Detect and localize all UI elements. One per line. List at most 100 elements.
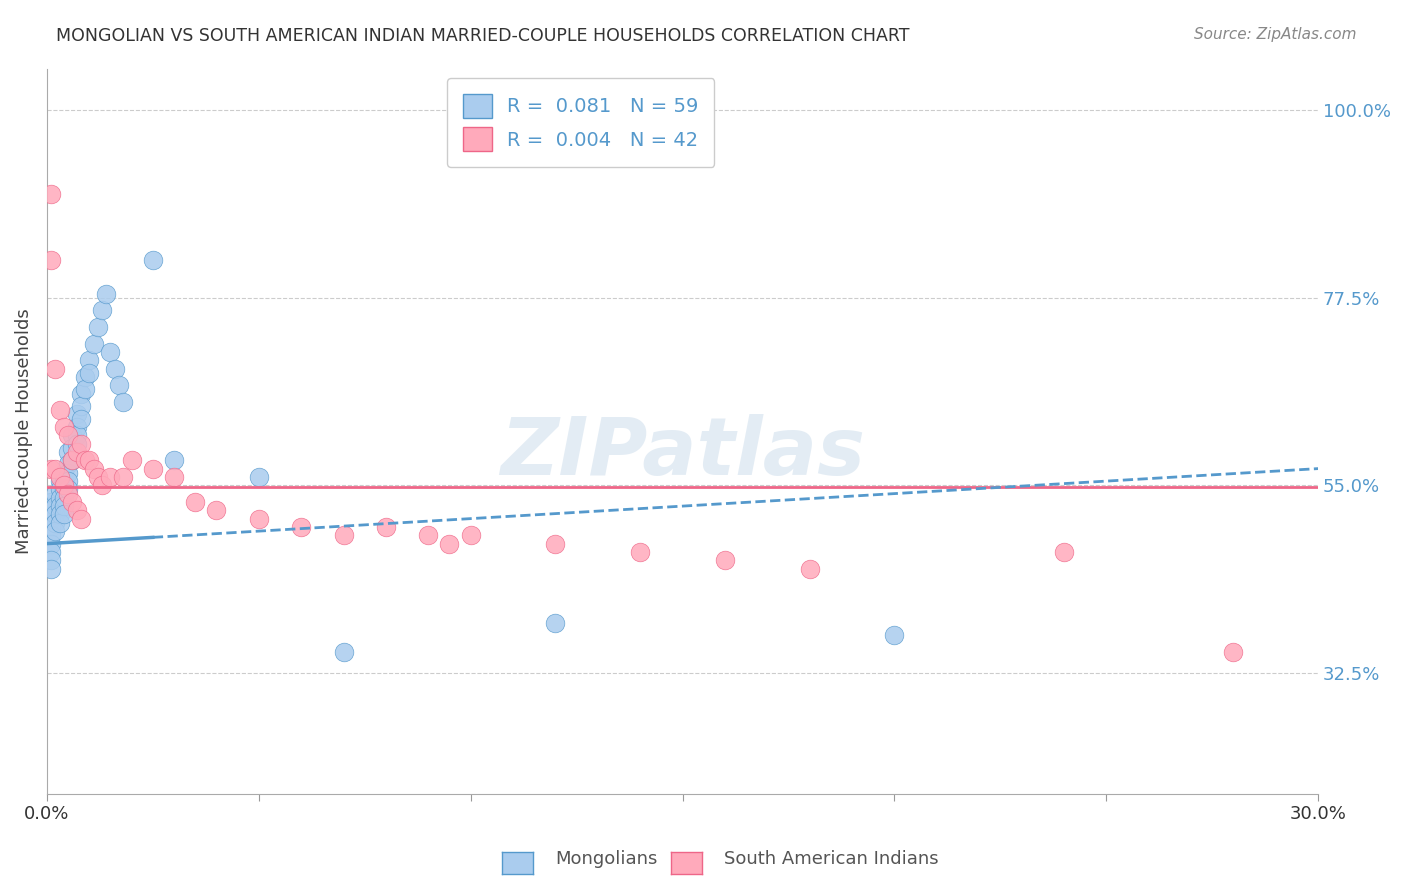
Point (100, 345, 122, 359)
Point (52, 474, 75, 488)
Point (56, 428, 79, 442)
Point (247, 511, 270, 525)
Point (48, 483, 70, 497)
Point (69, 399, 91, 413)
Point (91, 303, 114, 318)
Point (56, 474, 79, 488)
Point (48, 516, 70, 530)
Point (48, 403, 70, 417)
Point (112, 470, 135, 484)
Point (65, 436, 87, 450)
Text: Mongolians: Mongolians (555, 850, 658, 868)
Point (83, 336, 105, 351)
Point (73, 383, 96, 397)
Point (56, 486, 79, 500)
Point (65, 408, 87, 422)
Point (44, 461, 66, 475)
Point (374, 520, 396, 534)
Point (73, 453, 96, 467)
Point (39, 511, 62, 525)
Point (628, 545, 651, 559)
Point (439, 536, 461, 550)
Point (56, 483, 79, 497)
Point (60, 495, 83, 509)
Point (52, 508, 75, 522)
Point (56, 466, 79, 480)
Point (39, 545, 62, 559)
Point (142, 461, 165, 475)
Point (184, 495, 207, 509)
Point (544, 615, 567, 630)
Point (52, 466, 75, 480)
Point (142, 253, 165, 268)
Text: ZIPatlas: ZIPatlas (501, 414, 865, 491)
Point (39, 536, 62, 550)
Text: MONGOLIAN VS SOUTH AMERICAN INDIAN MARRIED-COUPLE HOUSEHOLDS CORRELATION CHART: MONGOLIAN VS SOUTH AMERICAN INDIAN MARRI… (56, 27, 910, 45)
Point (247, 470, 270, 484)
Point (332, 528, 354, 542)
Point (77, 353, 100, 368)
Point (460, 528, 482, 542)
Point (714, 553, 737, 567)
Point (1222, 645, 1244, 659)
Point (69, 411, 91, 425)
Point (48, 491, 70, 505)
Text: South American Indians: South American Indians (724, 850, 939, 868)
Point (44, 524, 66, 538)
Point (799, 561, 821, 575)
Point (418, 528, 440, 542)
Point (60, 428, 83, 442)
Point (39, 561, 62, 575)
Point (87, 319, 110, 334)
Point (52, 499, 75, 513)
Point (56, 445, 79, 459)
Point (100, 470, 122, 484)
Point (39, 186, 62, 201)
Point (65, 503, 87, 517)
Legend: R =  0.081   N = 59, R =  0.004   N = 42: R = 0.081 N = 59, R = 0.004 N = 42 (447, 78, 714, 167)
Point (44, 361, 66, 376)
Point (60, 453, 83, 467)
Point (48, 474, 70, 488)
Point (163, 470, 186, 484)
Point (44, 516, 66, 530)
Point (290, 520, 312, 534)
Point (39, 520, 62, 534)
Point (39, 503, 62, 517)
Point (77, 453, 100, 467)
Point (52, 491, 75, 505)
Point (52, 420, 75, 434)
Point (56, 458, 79, 472)
Point (39, 528, 62, 542)
Point (332, 645, 354, 659)
Point (39, 553, 62, 567)
Point (48, 470, 70, 484)
Point (65, 420, 87, 434)
Point (65, 445, 87, 459)
Point (91, 478, 114, 492)
Point (48, 508, 70, 522)
Point (44, 508, 66, 522)
Point (60, 453, 83, 467)
Point (69, 436, 91, 450)
Point (96, 286, 118, 301)
Point (163, 453, 186, 467)
Point (121, 453, 143, 467)
Point (112, 395, 135, 409)
Point (52, 483, 75, 497)
Text: Source: ZipAtlas.com: Source: ZipAtlas.com (1194, 27, 1357, 42)
Point (883, 628, 905, 642)
Point (108, 378, 131, 392)
Point (69, 511, 91, 525)
Point (205, 503, 228, 517)
Point (87, 470, 110, 484)
Point (544, 536, 567, 550)
Point (60, 441, 83, 455)
Point (77, 366, 100, 380)
Point (44, 499, 66, 513)
Point (39, 253, 62, 268)
Point (73, 370, 96, 384)
Point (44, 486, 66, 500)
Point (39, 461, 62, 475)
Point (48, 499, 70, 513)
